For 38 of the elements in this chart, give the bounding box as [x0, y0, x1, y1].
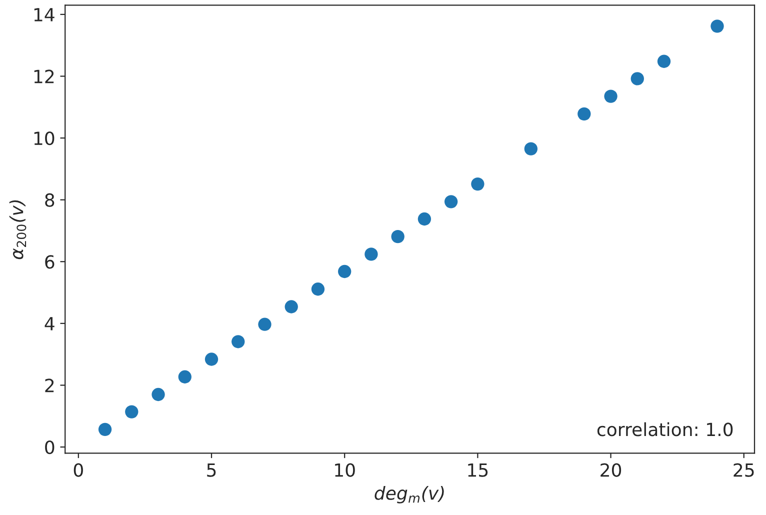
- y-tick-label: 14: [34, 8, 54, 22]
- point: [604, 90, 618, 103]
- point: [204, 352, 218, 366]
- x-axis-title: deg$_{m}$(v): [374, 486, 444, 504]
- point: [418, 212, 432, 226]
- point: [178, 370, 192, 384]
- point: [524, 142, 538, 156]
- point: [444, 195, 458, 208]
- point: [125, 405, 138, 418]
- y-tick-label: 0: [45, 440, 54, 454]
- y-tick-label: 10: [34, 131, 54, 146]
- y-tick-label: 8: [45, 193, 54, 207]
- point: [338, 264, 352, 278]
- point: [98, 422, 112, 436]
- point: [284, 300, 298, 314]
- x-tick-label: 10: [335, 463, 355, 477]
- y-tick-label: 6: [45, 255, 54, 269]
- y-tick-label: 4: [44, 317, 54, 330]
- x-tick-label: 0: [74, 463, 83, 477]
- point: [232, 335, 245, 348]
- point: [258, 318, 272, 331]
- point: [578, 107, 591, 121]
- point: [710, 20, 724, 33]
- x-tick-label: 25: [734, 463, 754, 477]
- y-tick-label: 2: [45, 378, 54, 392]
- point: [364, 248, 378, 261]
- point: [471, 177, 484, 191]
- y-axis-title: α$_{200}$(v): [9, 200, 26, 260]
- x-tick-label: 20: [600, 463, 622, 477]
- point: [152, 388, 165, 402]
- point: [657, 54, 671, 68]
- point: [311, 282, 325, 296]
- y-tick-label: 12: [34, 70, 54, 84]
- x-tick-label: 5: [207, 463, 216, 477]
- point: [630, 72, 644, 86]
- annotation: correlation: 1.0: [597, 422, 733, 436]
- x-tick-label: 15: [468, 463, 488, 477]
- point: [391, 230, 404, 244]
